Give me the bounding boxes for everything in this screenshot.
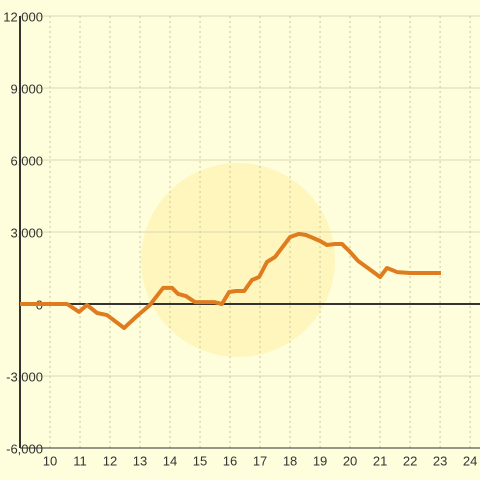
x-tick-label: 11 [73,453,87,468]
x-tick-label: 12 [103,453,117,468]
x-tick-label: 17 [253,453,267,468]
x-tick-label: 21 [373,453,387,468]
y-tick-label: 6,000 [10,153,43,168]
x-tick-label: 10 [43,453,57,468]
x-tick-label: 16 [223,453,237,468]
y-tick-label: 3,000 [10,225,43,240]
y-tick-label: 9,000 [10,81,43,96]
x-tick-label: 18 [283,453,297,468]
x-tick-label: 14 [163,453,177,468]
data-line [20,231,441,330]
x-tick-label: 23 [433,453,447,468]
x-tick-label: 13 [133,453,147,468]
x-tick-label: 19 [313,453,327,468]
x-tick-label: 15 [193,453,207,468]
y-tick-label: 12,000 [3,9,43,24]
x-tick-label: 24 [463,453,477,468]
watermark [141,163,335,357]
x-tick-label: 22 [403,453,417,468]
y-tick-label: -6,000 [6,441,43,456]
y-tick-label: -3,000 [6,369,43,384]
x-tick-label: 20 [343,453,357,468]
